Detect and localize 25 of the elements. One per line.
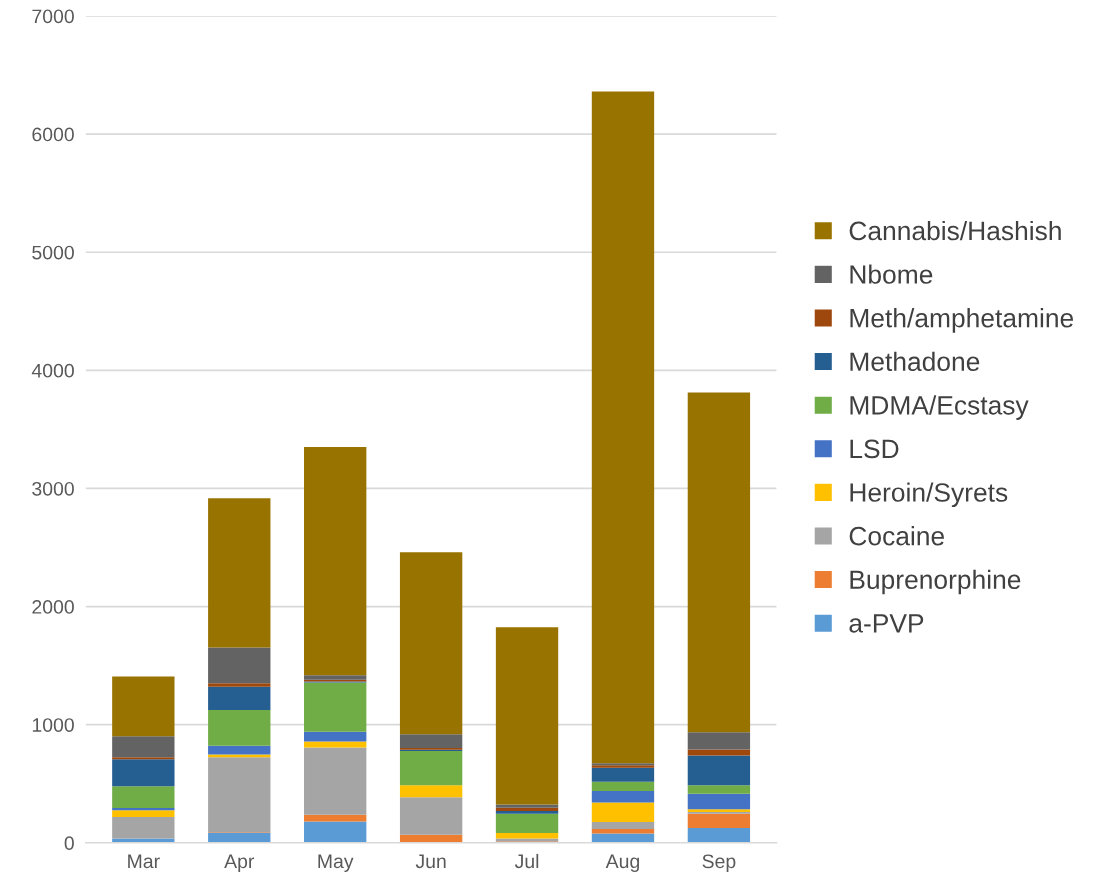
x-tick-label: Mar <box>128 854 160 869</box>
x-tick-label: Jun <box>415 854 446 869</box>
legend-label: a-PVP <box>849 614 924 633</box>
x-tick-label: May <box>318 854 354 873</box>
y-tick-label: 6000 <box>32 127 74 142</box>
legend-label: Cocaine <box>849 526 944 546</box>
legend-label: Buprenorphine <box>850 569 1021 595</box>
legend-label: Cannabis/Hashish <box>849 220 1061 241</box>
x-tick-label: Sep <box>702 854 736 873</box>
x-tick-label: Jul <box>514 853 539 869</box>
x-tick-label: Aug <box>605 854 640 873</box>
y-tick-label: 1000 <box>32 718 74 732</box>
y-tick-label: 3000 <box>32 481 74 496</box>
y-tick-label: 5000 <box>32 245 74 260</box>
legend-label: Nbome <box>850 264 933 284</box>
y-tick-label: 2000 <box>32 600 74 614</box>
legend-label: Meth/amphetamine <box>850 308 1074 333</box>
x-tick-label: Apr <box>224 854 255 873</box>
legend-label: Methadone <box>850 351 980 372</box>
legend-label: LSD <box>850 439 899 459</box>
y-tick-label: 4000 <box>31 363 74 378</box>
y-tick-label: 7000 <box>32 9 74 24</box>
y-tick-label: 0 <box>64 836 74 851</box>
legend-label: MDMA/Ecstasy <box>850 395 1029 420</box>
legend-label: Heroin/Syrets <box>850 482 1008 508</box>
